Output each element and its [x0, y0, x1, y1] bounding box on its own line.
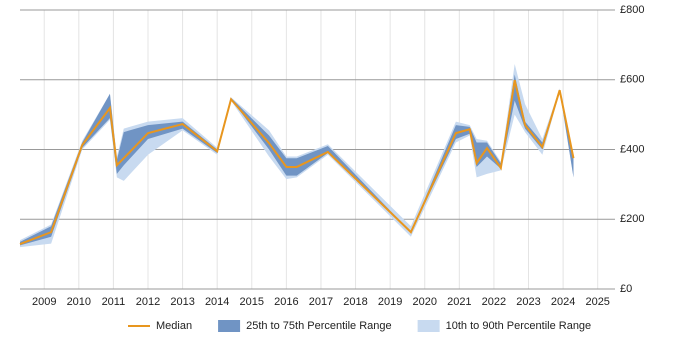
y-tick-label: £600: [620, 74, 644, 86]
legend-swatch: [417, 320, 440, 332]
legend-label: 10th to 90th Percentile Range: [446, 320, 592, 332]
x-tick-label: 2017: [309, 296, 333, 308]
legend-label: Median: [156, 320, 192, 332]
x-tick-label: 2023: [516, 296, 540, 308]
x-tick-label: 2009: [32, 296, 56, 308]
x-tick-label: 2021: [447, 296, 471, 308]
y-tick-label: £200: [620, 213, 644, 225]
x-tick-label: 2025: [585, 296, 609, 308]
x-tick-label: 2022: [482, 296, 506, 308]
x-tick-label: 2019: [378, 296, 402, 308]
x-tick-label: 2011: [102, 296, 126, 308]
legend-swatch: [218, 320, 241, 332]
x-tick-label: 2015: [240, 296, 264, 308]
x-tick-label: 2024: [551, 296, 575, 308]
median-line: [19, 79, 575, 245]
x-tick-label: 2016: [274, 296, 298, 308]
y-tick-label: £800: [620, 4, 644, 16]
x-tick-label: 2012: [136, 296, 160, 308]
x-tick-label: 2013: [170, 296, 194, 308]
x-tick-label: 2018: [343, 296, 367, 308]
percentile-band: [20, 74, 574, 246]
y-tick-label: £400: [620, 143, 644, 155]
legend-label: 25th to 75th Percentile Range: [246, 320, 392, 332]
y-tick-label: £0: [620, 283, 632, 295]
x-tick-label: 2010: [67, 296, 91, 308]
x-tick-label: 2014: [205, 296, 229, 308]
x-tick-label: 2020: [412, 296, 436, 308]
